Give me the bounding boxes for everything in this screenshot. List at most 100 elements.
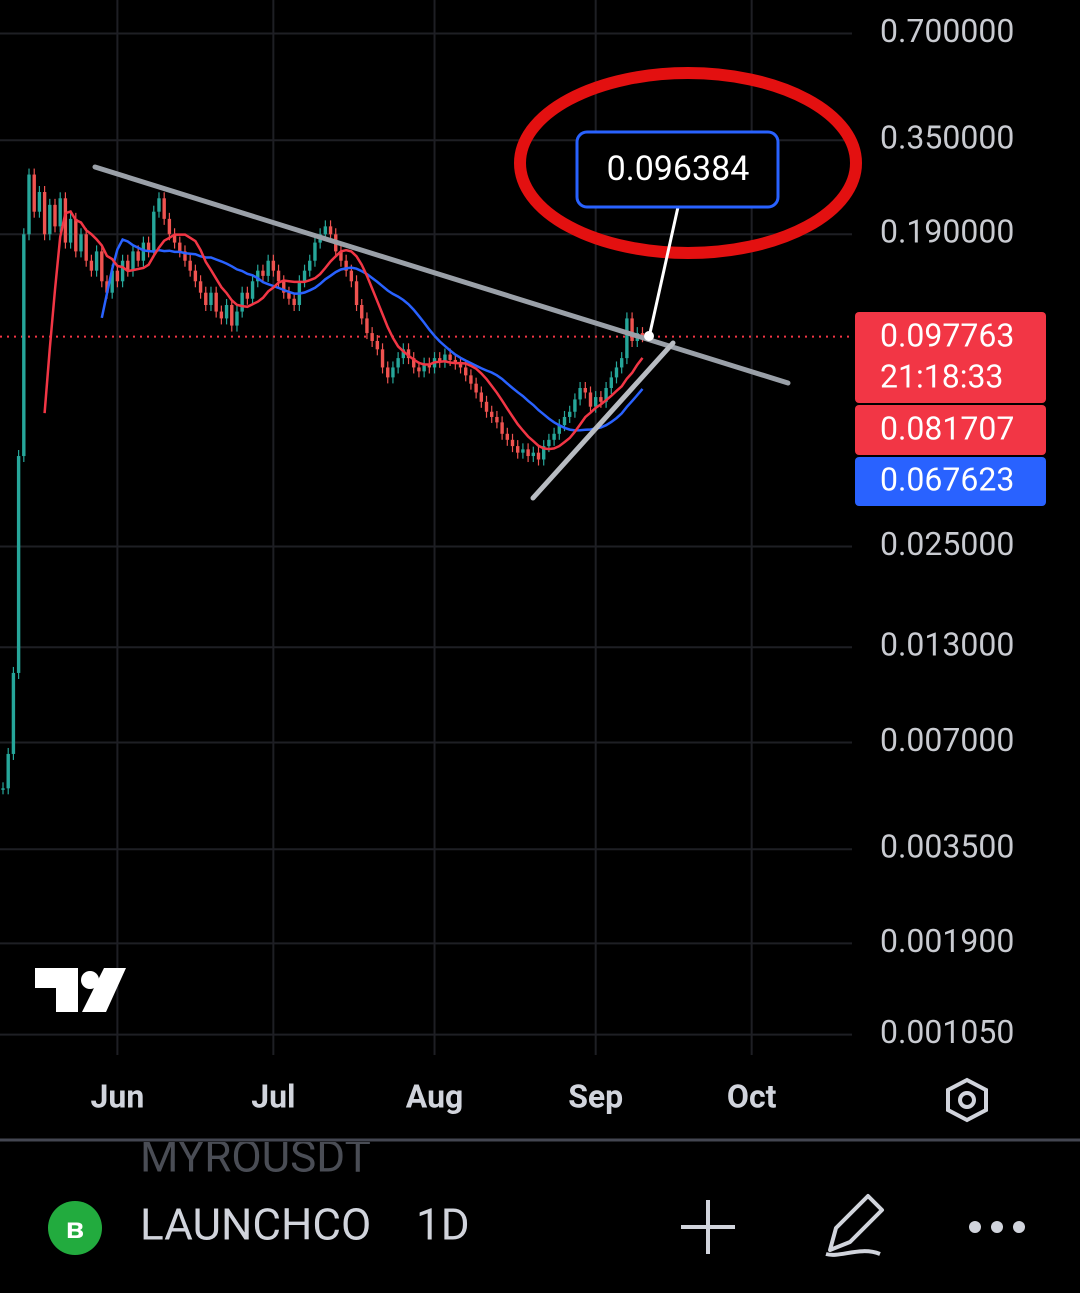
candle <box>157 198 161 212</box>
candle <box>152 211 156 252</box>
candle <box>313 242 317 261</box>
x-tick-label: Jul <box>251 1077 295 1115</box>
ma-label: 0.067623 <box>880 460 1014 498</box>
candle <box>63 198 68 243</box>
candle <box>443 354 447 362</box>
candle <box>115 270 120 282</box>
candle <box>630 318 634 341</box>
x-tick-label: Sep <box>568 1077 623 1115</box>
x-tick-label: Oct <box>727 1077 777 1115</box>
add-button[interactable] <box>681 1200 735 1254</box>
ma-label-box <box>855 457 1046 506</box>
candle <box>276 270 281 282</box>
candle <box>422 363 426 372</box>
candle <box>131 251 135 271</box>
candle <box>302 270 307 282</box>
candle <box>417 367 421 372</box>
settings-button[interactable] <box>946 1077 988 1123</box>
candle <box>370 333 374 341</box>
highlight-ellipse <box>514 67 862 259</box>
candle <box>458 363 463 368</box>
trend-line <box>530 340 676 501</box>
candle <box>37 192 42 212</box>
candle <box>74 218 78 252</box>
candle <box>578 388 582 400</box>
candle <box>526 449 530 457</box>
candle <box>349 270 354 282</box>
candle <box>339 251 343 261</box>
candle <box>53 204 57 227</box>
ma-label-box <box>855 405 1046 455</box>
candle <box>126 260 130 271</box>
last-price: 0.097763 <box>880 316 1014 354</box>
candle <box>48 204 52 235</box>
candle <box>224 305 229 319</box>
plot <box>0 168 852 795</box>
candle <box>562 416 567 426</box>
more-button[interactable] <box>969 1221 1025 1233</box>
candle <box>11 672 16 754</box>
candle <box>250 281 255 299</box>
callout-line <box>648 206 680 334</box>
candle <box>552 433 556 440</box>
candle <box>68 218 73 243</box>
candle <box>557 425 562 434</box>
candle <box>328 226 333 235</box>
candle <box>287 292 291 299</box>
symbol[interactable]: LAUNCHCO <box>140 1199 371 1251</box>
candle <box>22 234 26 457</box>
candle <box>27 174 31 235</box>
candle <box>593 397 598 407</box>
candle <box>500 422 504 434</box>
candle <box>136 251 140 261</box>
candle <box>261 270 265 276</box>
logo <box>35 968 126 1012</box>
candle <box>567 411 572 417</box>
candle <box>245 292 250 299</box>
candle <box>547 439 551 447</box>
candle <box>79 234 83 252</box>
candle <box>469 375 473 384</box>
candle <box>162 198 166 219</box>
x-tick-label: Jun <box>91 1077 145 1115</box>
candle <box>406 349 411 359</box>
candle <box>271 260 276 271</box>
candle <box>204 292 208 306</box>
candle <box>120 260 125 282</box>
y-tick-label: 0.001050 <box>880 1013 1014 1051</box>
candle <box>198 281 203 293</box>
x-tick-label: Aug <box>406 1077 464 1115</box>
candle <box>386 367 390 378</box>
candle <box>484 401 489 412</box>
draw-button[interactable] <box>825 1194 884 1257</box>
candle <box>354 281 359 306</box>
y-tick-label: 0.700000 <box>880 12 1014 50</box>
candle <box>58 198 62 227</box>
moving-average <box>43 210 644 451</box>
candle <box>6 753 10 789</box>
candle <box>619 358 624 368</box>
candle <box>282 281 286 293</box>
candle <box>438 358 442 362</box>
y-tick-label: 0.190000 <box>880 213 1014 251</box>
moving-average <box>100 238 644 432</box>
candle <box>84 234 88 261</box>
candle <box>167 218 172 235</box>
candle <box>573 399 577 412</box>
candle <box>474 383 478 393</box>
interval[interactable]: 1D <box>416 1199 470 1251</box>
candle <box>583 388 587 393</box>
candle <box>588 392 593 407</box>
callout-text: 0.096384 <box>607 149 750 189</box>
candle <box>146 242 151 252</box>
candle <box>609 377 613 389</box>
candle <box>193 270 198 282</box>
symbol-icon-glyph: ʙ <box>66 1211 84 1246</box>
candle <box>89 260 94 271</box>
symbol-icon[interactable] <box>48 1201 102 1255</box>
candle <box>505 433 510 440</box>
y-tick-label: 0.013000 <box>880 626 1014 664</box>
candle <box>479 392 484 402</box>
